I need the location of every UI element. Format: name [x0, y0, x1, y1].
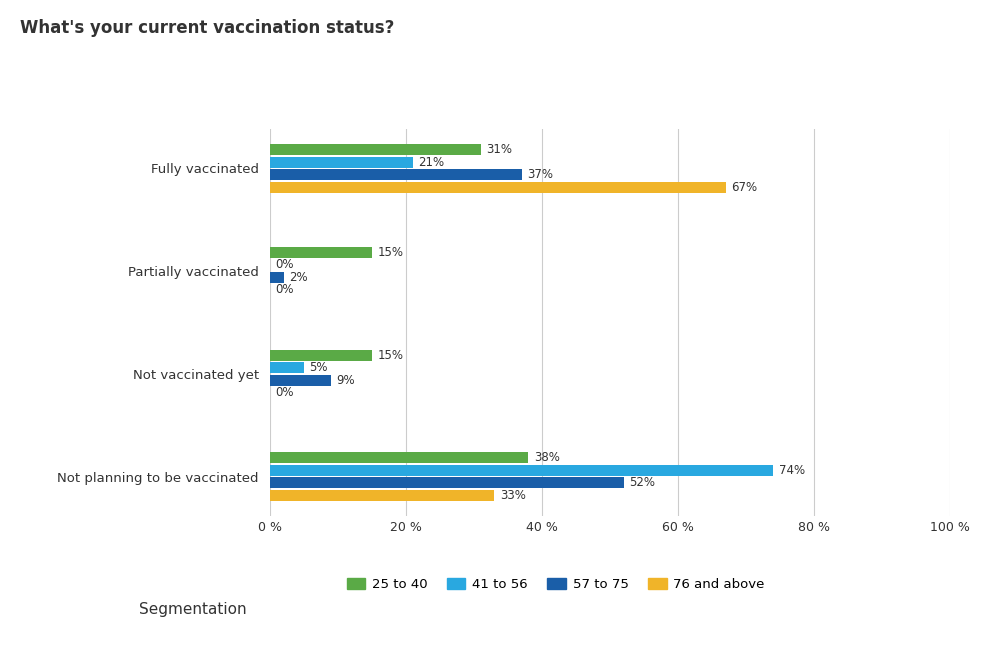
Bar [270, 157, 413, 168]
Bar [270, 144, 481, 155]
Text: 0%: 0% [275, 283, 294, 296]
Bar [270, 452, 528, 463]
Text: 31%: 31% [486, 143, 512, 156]
Text: What's your current vaccination status?: What's your current vaccination status? [20, 19, 394, 37]
Legend: 25 to 40, 41 to 56, 57 to 75, 76 and above: 25 to 40, 41 to 56, 57 to 75, 76 and abo… [341, 573, 770, 597]
Text: 9%: 9% [337, 373, 355, 386]
Bar [270, 182, 726, 193]
Text: 5%: 5% [309, 361, 328, 374]
Text: 37%: 37% [527, 168, 553, 181]
Text: 0%: 0% [275, 386, 294, 399]
Text: 2%: 2% [289, 271, 308, 284]
Text: 74%: 74% [779, 464, 805, 477]
Text: 21%: 21% [418, 155, 444, 168]
Bar [270, 490, 494, 501]
Bar [270, 362, 304, 373]
Bar [270, 247, 372, 258]
Text: 33%: 33% [500, 489, 526, 502]
Bar [270, 375, 331, 386]
Text: 67%: 67% [731, 181, 757, 194]
Bar [270, 169, 522, 180]
Text: 15%: 15% [377, 349, 403, 362]
Bar [270, 465, 773, 476]
Bar [270, 272, 284, 283]
Bar [270, 477, 624, 488]
Text: 52%: 52% [629, 477, 655, 490]
Text: 15%: 15% [377, 246, 403, 259]
Text: 0%: 0% [275, 259, 294, 272]
Text: 38%: 38% [534, 451, 560, 464]
Text: Segmentation: Segmentation [139, 602, 247, 617]
Bar [270, 350, 372, 361]
